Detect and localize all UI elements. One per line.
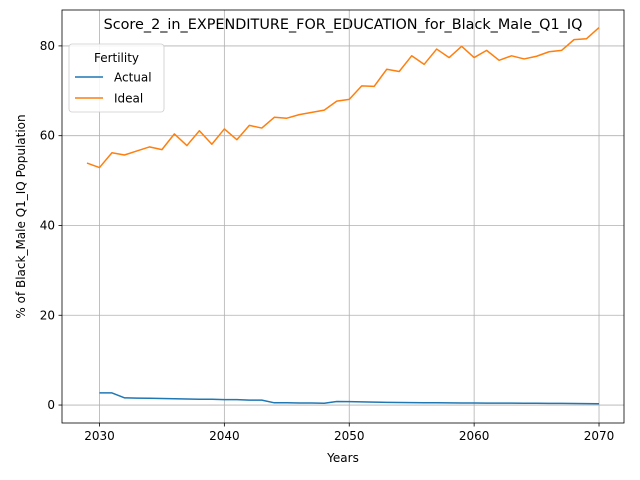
x-tick-label: 2070 xyxy=(584,429,615,443)
y-axis-label: % of Black_Male Q1_IQ Population xyxy=(14,114,28,318)
legend-label-ideal: Ideal xyxy=(114,92,143,106)
y-tick-label: 20 xyxy=(40,308,55,322)
legend: Fertility Actual Ideal xyxy=(69,44,164,112)
y-tick-label: 60 xyxy=(40,129,55,143)
x-axis-label: Years xyxy=(326,451,359,465)
legend-label-actual: Actual xyxy=(114,71,152,85)
y-tick-label: 80 xyxy=(40,39,55,53)
x-tick-label: 2050 xyxy=(334,429,365,443)
y-tick-label: 0 xyxy=(47,398,55,412)
x-tick-label: 2040 xyxy=(209,429,240,443)
chart-title: Score_2_in_EXPENDITURE_FOR_EDUCATION_for… xyxy=(104,17,583,33)
x-tick-label: 2030 xyxy=(84,429,115,443)
y-tick-label: 40 xyxy=(40,218,55,232)
x-tick-label: 2060 xyxy=(459,429,490,443)
legend-title: Fertility xyxy=(94,51,139,65)
